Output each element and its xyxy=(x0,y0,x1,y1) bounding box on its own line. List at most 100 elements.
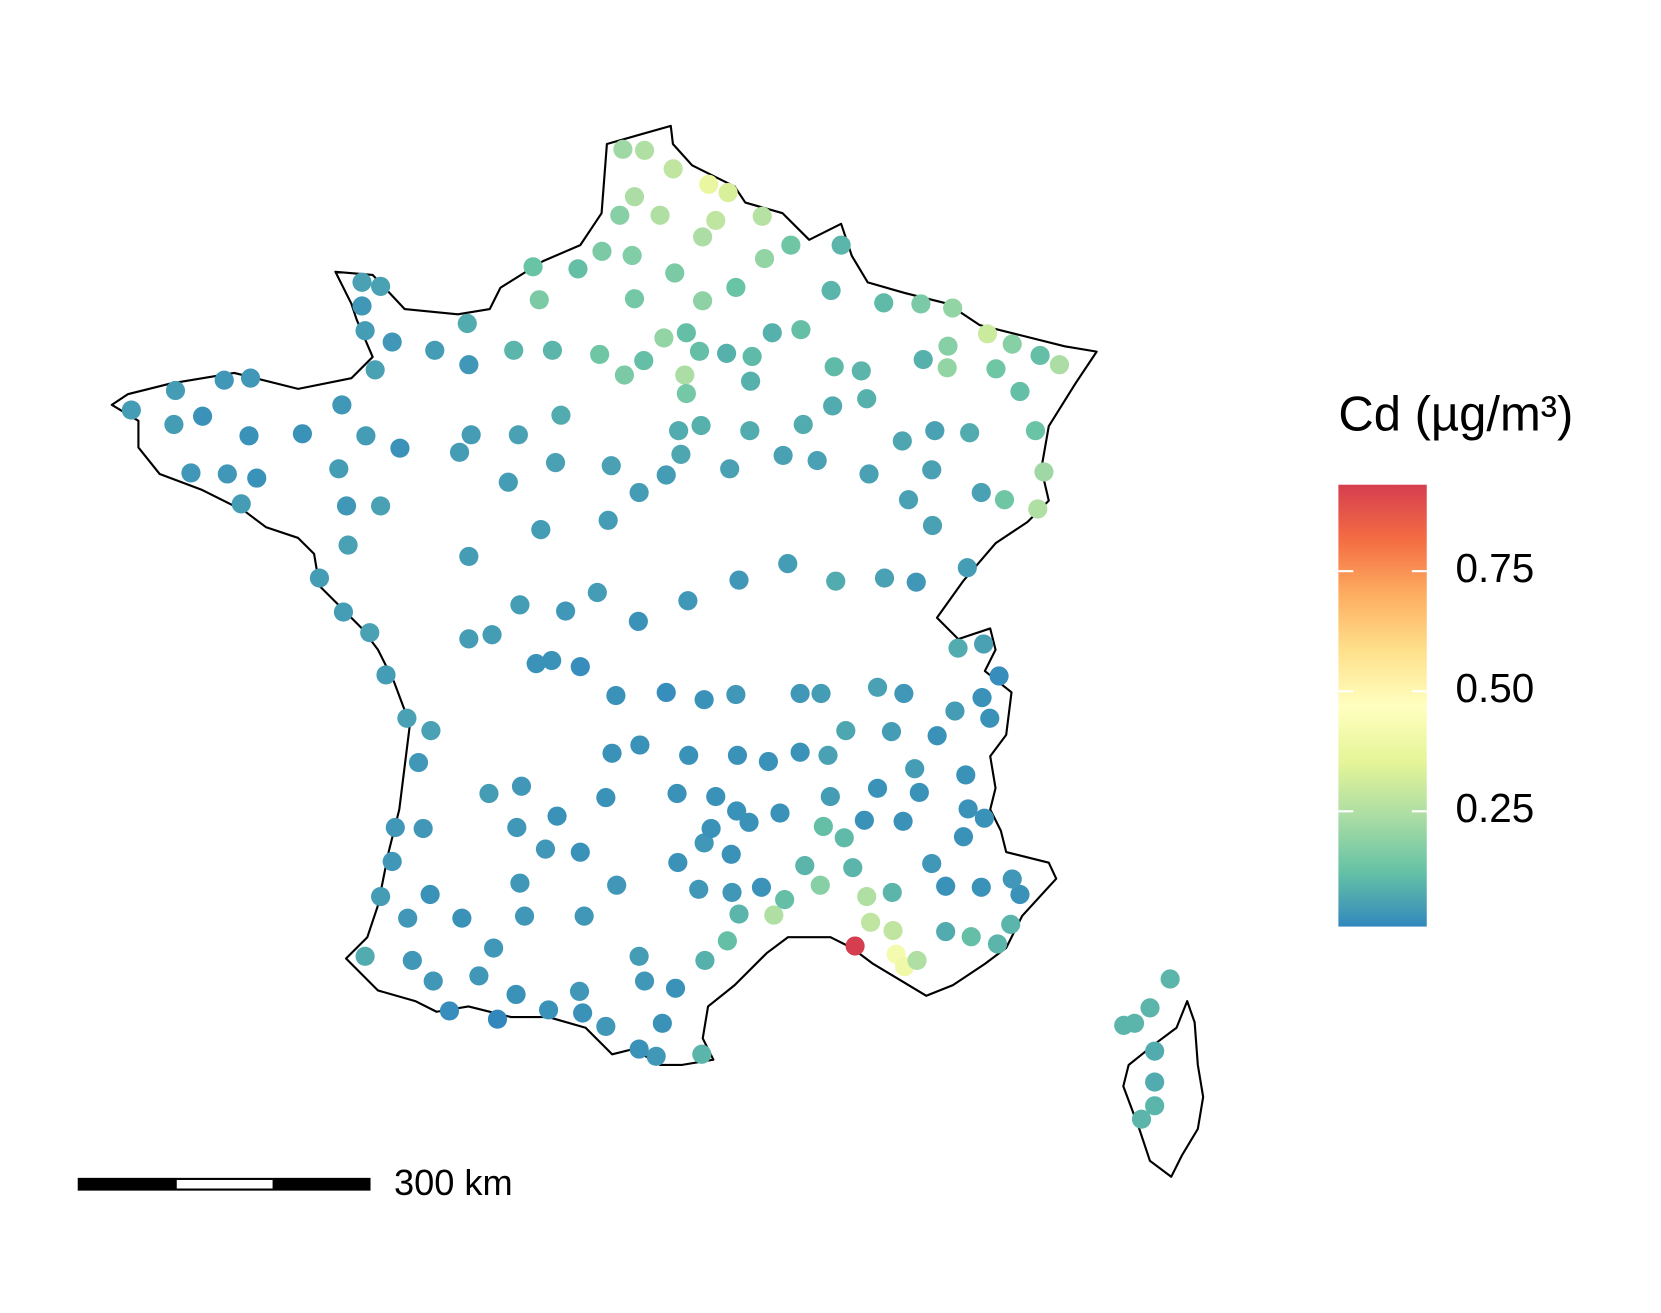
station-point xyxy=(824,357,844,377)
station-point xyxy=(669,421,689,441)
station-point xyxy=(408,752,429,773)
station-point xyxy=(606,685,626,706)
station-point xyxy=(1114,1015,1134,1035)
station-point xyxy=(977,324,998,344)
station-point xyxy=(192,406,213,426)
station-point xyxy=(650,205,670,225)
station-point xyxy=(596,1016,616,1036)
station-point xyxy=(742,346,762,367)
station-point xyxy=(773,445,793,466)
station-point xyxy=(371,886,391,907)
station-point xyxy=(654,328,674,348)
colorbar-tick-label: 0.25 xyxy=(1456,785,1535,831)
station-point xyxy=(1034,462,1054,482)
station-point xyxy=(729,570,749,590)
station-point xyxy=(971,877,991,897)
station-point xyxy=(948,638,968,658)
station-point xyxy=(630,735,650,755)
station-point xyxy=(717,343,737,363)
station-point xyxy=(214,370,234,390)
station-point xyxy=(793,414,813,435)
station-point xyxy=(821,280,841,301)
station-point xyxy=(906,572,926,592)
station-point xyxy=(239,426,259,446)
scale-bar-label: 300 km xyxy=(394,1162,513,1203)
station-point xyxy=(1140,998,1160,1018)
station-point xyxy=(834,828,854,848)
station-point xyxy=(665,263,685,283)
station-point xyxy=(922,460,942,480)
station-point xyxy=(936,922,956,942)
station-point xyxy=(754,248,775,269)
station-point xyxy=(1002,334,1022,354)
station-point xyxy=(1160,969,1180,989)
station-point xyxy=(770,803,790,823)
station-point xyxy=(971,482,991,503)
station-point xyxy=(592,241,612,261)
station-point xyxy=(376,665,396,685)
station-point xyxy=(1049,355,1070,375)
station-point xyxy=(568,259,588,279)
station-point xyxy=(628,611,648,631)
station-point xyxy=(807,450,827,471)
station-point xyxy=(974,634,994,654)
station-point xyxy=(542,650,562,671)
station-point xyxy=(523,257,543,277)
station-point xyxy=(692,1044,712,1064)
station-point xyxy=(741,371,761,391)
station-point xyxy=(570,842,590,862)
station-point xyxy=(551,405,571,425)
station-point xyxy=(813,816,833,837)
station-point xyxy=(459,546,479,567)
station-point xyxy=(1010,381,1030,402)
station-point xyxy=(382,851,402,872)
station-point xyxy=(487,1009,508,1029)
station-point xyxy=(542,340,563,360)
station-point xyxy=(764,905,784,925)
station-point xyxy=(699,174,719,194)
station-point xyxy=(831,235,851,255)
station-point xyxy=(694,690,714,710)
station-point xyxy=(945,701,965,721)
station-point xyxy=(613,139,633,159)
station-point xyxy=(874,568,895,588)
station-point xyxy=(706,210,726,231)
station-point xyxy=(629,482,649,503)
station-point xyxy=(545,453,566,473)
station-point xyxy=(421,721,441,741)
station-point xyxy=(371,276,391,296)
station-point xyxy=(531,520,551,540)
station-point xyxy=(402,950,422,971)
station-point xyxy=(726,277,746,298)
station-point xyxy=(882,882,902,903)
station-point xyxy=(718,183,738,203)
station-point xyxy=(385,817,405,838)
station-point xyxy=(854,810,874,830)
colorbar-tick-label: 0.50 xyxy=(1456,665,1535,711)
station-point xyxy=(598,510,618,530)
station-point xyxy=(818,745,838,765)
station-point xyxy=(689,341,710,361)
station-point xyxy=(217,464,237,484)
station-point xyxy=(510,873,530,893)
station-point xyxy=(656,682,676,703)
station-point xyxy=(925,421,945,441)
station-point xyxy=(629,946,649,966)
station-point xyxy=(778,554,798,574)
station-point xyxy=(775,890,795,910)
station-point xyxy=(556,601,576,621)
station-point xyxy=(693,227,713,247)
station-point xyxy=(671,444,691,464)
station-point xyxy=(573,1003,593,1023)
station-point xyxy=(452,908,472,928)
station-point xyxy=(791,320,811,340)
station-point xyxy=(423,971,443,991)
station-point xyxy=(691,415,711,436)
station-point xyxy=(355,321,375,341)
colorbar-ticks: 0.25 0.50 0.75 xyxy=(1338,545,1534,831)
station-point xyxy=(1030,345,1050,366)
station-point xyxy=(678,591,698,611)
station-point xyxy=(720,459,740,479)
station-point xyxy=(790,683,810,704)
station-point xyxy=(181,463,201,483)
